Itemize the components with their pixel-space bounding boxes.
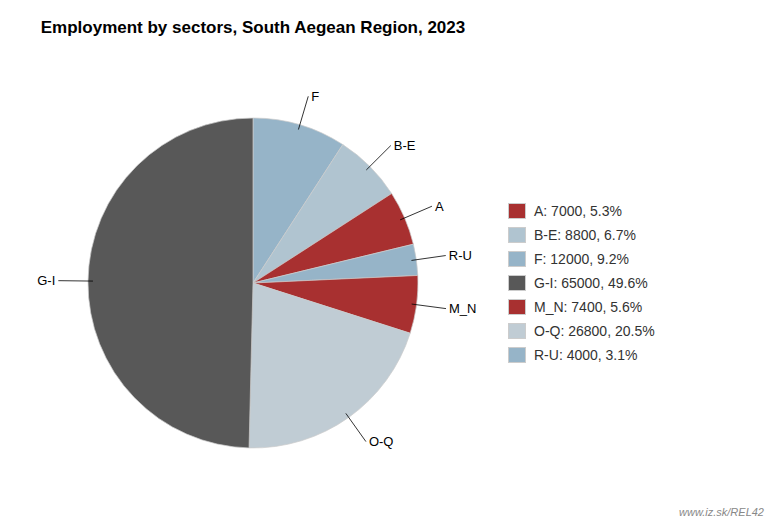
svg-text:O-Q: O-Q: [369, 434, 394, 449]
html-text:Employment by sectors, South A: Employment by sectors, South Aegean Regi…: [40, 18, 466, 37]
svg-text:R-U: R-U: [449, 248, 472, 263]
svg-text:B-E: B-E: [394, 138, 416, 153]
html-text:F: 12000, 9.2%: F: 12000, 9.2%: [534, 251, 629, 267]
html-text:M_N: 7400, 5.6%: M_N: 7400, 5.6%: [534, 299, 643, 315]
svg-text:A: A: [435, 199, 444, 214]
svg-text:M_N: M_N: [449, 301, 476, 316]
html-text:G-I: 65000, 49.6%: G-I: 65000, 49.6%: [534, 275, 648, 291]
svg-text:F: F: [311, 89, 319, 104]
html-text:www.iz.sk/REL42: www.iz.sk/REL42: [679, 506, 764, 518]
html-text:A: 7000, 5.3%: A: 7000, 5.3%: [534, 203, 622, 219]
html-text:O-Q: 26800, 20.5%: O-Q: 26800, 20.5%: [534, 323, 655, 339]
svg-text:G-I: G-I: [37, 273, 55, 288]
html-text:R-U: 4000, 3.1%: R-U: 4000, 3.1%: [534, 347, 638, 363]
html-text:B-E: 8800, 6.7%: B-E: 8800, 6.7%: [534, 227, 636, 243]
